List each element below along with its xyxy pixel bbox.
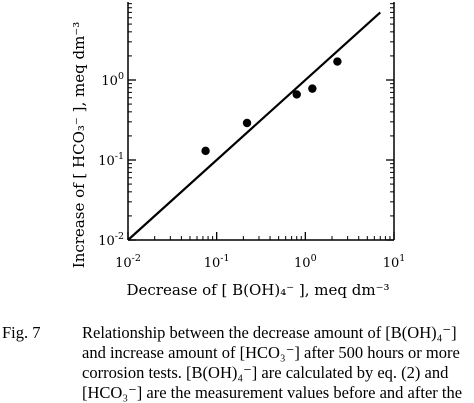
x-tick-label: 101 (383, 253, 406, 271)
data-point (201, 146, 210, 156)
reference-line (127, 11, 382, 241)
data-point (333, 57, 342, 66)
y-tick-label: 10-2 (98, 231, 124, 249)
data-point (292, 90, 301, 99)
x-tick-label: 10-2 (115, 253, 141, 271)
y-tick-label: 10-1 (98, 151, 124, 169)
y-tick-label: 100 (101, 71, 124, 89)
x-tick-label: 100 (294, 253, 317, 271)
caption-line-4: [HCO₃⁻] are the measurement values befor… (82, 383, 463, 402)
caption-line-2: and increase amount of [HCO₃⁻] after 500… (82, 343, 460, 362)
x-axis-label: Decrease of [ B(OH)₄⁻ ], meq dm⁻³ (126, 281, 389, 299)
figure-label: Fig. 7 (2, 323, 41, 342)
caption-line-3: corrosion tests. [B(OH)₄⁻] are calculate… (82, 363, 449, 382)
data-point (242, 118, 252, 128)
x-tick-label: 10-1 (204, 253, 230, 271)
y-axis-label: Increase of [ HCO₃⁻ ], meq dm⁻³ (70, 22, 88, 268)
scatter-chart: 10-2 10-1 100 101 10-2 10-1 100 Decrease of [ … (70, 2, 406, 299)
caption-line-1: Relationship between the decrease amount… (82, 323, 457, 342)
data-point (308, 84, 317, 93)
